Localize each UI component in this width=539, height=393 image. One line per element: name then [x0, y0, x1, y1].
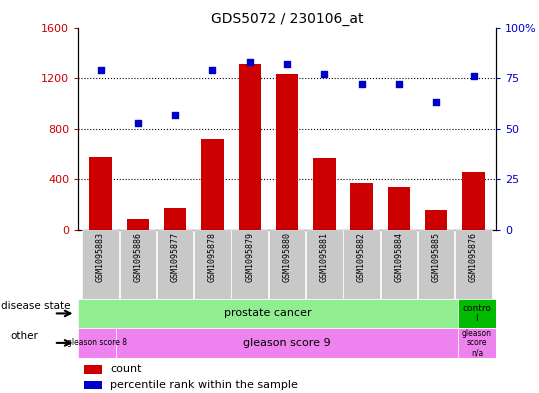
Text: GSM1095877: GSM1095877: [171, 232, 179, 282]
Text: disease state: disease state: [1, 301, 71, 311]
Bar: [425, 209, 447, 230]
Bar: [462, 172, 485, 230]
Text: count: count: [110, 364, 142, 374]
Bar: [306, 230, 343, 299]
Text: GSM1095882: GSM1095882: [357, 232, 366, 282]
Bar: [276, 74, 298, 230]
Bar: [157, 230, 194, 299]
Bar: [381, 230, 417, 299]
Bar: [231, 230, 268, 299]
Bar: [127, 219, 149, 230]
Point: [432, 99, 440, 106]
Point: [469, 73, 478, 79]
Text: GSM1095879: GSM1095879: [245, 232, 254, 282]
Text: prostate cancer: prostate cancer: [224, 309, 312, 318]
Bar: [78, 328, 116, 358]
Bar: [194, 230, 231, 299]
Text: GSM1095886: GSM1095886: [133, 232, 142, 282]
Text: gleason score 8: gleason score 8: [67, 338, 127, 347]
Point: [320, 71, 329, 77]
Text: GSM1095880: GSM1095880: [282, 232, 292, 282]
Text: GSM1095881: GSM1095881: [320, 232, 329, 282]
Bar: [388, 187, 410, 230]
Point: [245, 59, 254, 65]
Text: GSM1095876: GSM1095876: [469, 232, 478, 282]
Bar: [82, 230, 119, 299]
Point: [134, 119, 142, 126]
Text: GSM1095884: GSM1095884: [395, 232, 403, 282]
Bar: [313, 158, 335, 230]
Bar: [418, 230, 454, 299]
Bar: [84, 365, 101, 373]
Bar: [343, 230, 380, 299]
Text: GSM1095885: GSM1095885: [432, 232, 441, 282]
Bar: [164, 208, 186, 230]
Point: [96, 67, 105, 73]
Title: GDS5072 / 230106_at: GDS5072 / 230106_at: [211, 13, 363, 26]
Text: percentile rank within the sample: percentile rank within the sample: [110, 380, 298, 390]
Bar: [458, 299, 496, 328]
Bar: [84, 380, 101, 389]
Point: [208, 67, 217, 73]
Bar: [455, 230, 492, 299]
Point: [395, 81, 403, 87]
Point: [171, 111, 179, 118]
Bar: [89, 156, 112, 230]
Text: GSM1095883: GSM1095883: [96, 232, 105, 282]
Bar: [116, 328, 458, 358]
Bar: [120, 230, 156, 299]
Bar: [239, 64, 261, 230]
Text: gleason score 9: gleason score 9: [243, 338, 331, 348]
Bar: [350, 183, 373, 230]
Bar: [458, 328, 496, 358]
Text: other: other: [11, 331, 39, 341]
Text: contro
l: contro l: [462, 304, 492, 323]
Point: [357, 81, 366, 87]
Bar: [269, 230, 305, 299]
Text: GSM1095878: GSM1095878: [208, 232, 217, 282]
Text: gleason
score
n/a: gleason score n/a: [462, 329, 492, 357]
Bar: [201, 139, 224, 230]
Point: [282, 61, 291, 67]
